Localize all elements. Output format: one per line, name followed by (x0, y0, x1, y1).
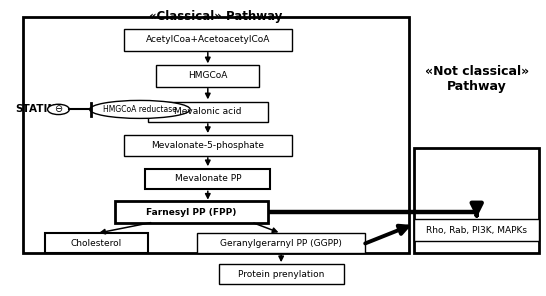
FancyBboxPatch shape (414, 219, 539, 241)
FancyBboxPatch shape (115, 201, 268, 223)
FancyBboxPatch shape (123, 29, 292, 51)
Text: Geranylgerarnyl PP (GGPP): Geranylgerarnyl PP (GGPP) (220, 239, 342, 248)
Text: AcetylCoa+AcetoacetylCoA: AcetylCoa+AcetoacetylCoA (146, 36, 270, 44)
Text: «Classical» Pathway: «Classical» Pathway (149, 10, 283, 23)
Bar (23, 17, 409, 253)
Text: Protein prenylation: Protein prenylation (238, 270, 324, 279)
Ellipse shape (90, 100, 190, 118)
Text: ⊖: ⊖ (55, 104, 62, 115)
FancyBboxPatch shape (145, 169, 270, 189)
Text: Mevalonate PP: Mevalonate PP (175, 174, 241, 183)
FancyBboxPatch shape (148, 102, 268, 122)
Text: Mevalonate-5-phosphate: Mevalonate-5-phosphate (151, 141, 264, 150)
Text: «Not classical»
Pathway: «Not classical» Pathway (425, 65, 529, 93)
Text: HMGCoA: HMGCoA (188, 71, 228, 81)
Text: Cholesterol: Cholesterol (71, 239, 122, 248)
Text: Farnesyl PP (FPP): Farnesyl PP (FPP) (146, 208, 237, 217)
FancyBboxPatch shape (156, 65, 259, 87)
FancyBboxPatch shape (197, 233, 365, 253)
Text: STATINS: STATINS (15, 104, 63, 115)
Text: Rho, Rab, PI3K, MAPKs: Rho, Rab, PI3K, MAPKs (426, 226, 527, 235)
FancyBboxPatch shape (219, 264, 343, 284)
Bar (414, 148, 539, 253)
FancyBboxPatch shape (123, 135, 292, 156)
FancyBboxPatch shape (45, 233, 148, 253)
Text: HMGCoA reductase: HMGCoA reductase (103, 105, 177, 114)
Circle shape (48, 104, 69, 115)
Text: Mevalonic acid: Mevalonic acid (174, 107, 241, 117)
